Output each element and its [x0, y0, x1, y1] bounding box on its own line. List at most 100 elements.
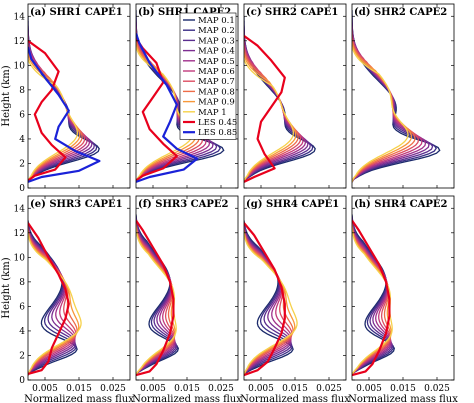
series-group — [244, 220, 298, 377]
series-line-map-0.4 — [352, 218, 393, 376]
series-line-map-0.6 — [244, 227, 292, 376]
series-line-map-1 — [244, 232, 298, 376]
plot-area — [28, 196, 130, 380]
panel-label: (g) — [246, 199, 262, 210]
series-line-les-0.85 — [28, 46, 101, 183]
panel-a: 0 2 4 6 8 10 12 14 (a) SHR1 CAPE1 Height (km) — [1, 3, 131, 194]
series-line-les-0.45 — [28, 222, 70, 375]
legend-entry: MAP 0.8 — [198, 87, 235, 97]
legend-entry: MAP 0.9 — [198, 98, 235, 108]
legend-entry: LES 0.85 — [198, 128, 237, 138]
series-group — [28, 16, 101, 183]
panel-title-text: SHR1 CAPE1 — [49, 7, 122, 18]
series-line-map-0.6 — [28, 227, 76, 376]
x-axis-title: Normalized mass flux — [240, 394, 350, 403]
y-tick-label: 14 — [14, 12, 26, 22]
panel-title-text: SHR3 CAPE2 — [155, 199, 228, 210]
panel-title-text: SHR4 CAPE2 — [374, 199, 447, 210]
panel-title-text: SHR2 CAPE2 — [374, 7, 447, 18]
series-line-map-0.3 — [244, 223, 293, 376]
series-line-map-0.4 — [136, 218, 177, 376]
panel-title: (a) SHR1 CAPE1 — [30, 7, 123, 18]
series-group — [352, 10, 441, 183]
panel-title-text: SHR2 CAPE1 — [265, 7, 338, 18]
series-line-map-0.9 — [244, 231, 296, 376]
panel-label: (a) — [30, 7, 46, 18]
x-tick-label: 0.015 — [66, 384, 92, 394]
y-tick-label: 6 — [19, 110, 25, 120]
series-line-map-0.3 — [28, 223, 77, 376]
x-tick-label: 0.025 — [316, 384, 342, 394]
panel-title-text: SHR1 CAPE2 — [158, 7, 231, 18]
x-tick-label: 0.015 — [390, 384, 416, 394]
panel-label: (h) — [354, 199, 371, 210]
series-group — [136, 10, 225, 183]
series-line-map-0.5 — [136, 219, 176, 376]
series-line-map-0.4 — [28, 224, 76, 376]
legend-box — [179, 12, 237, 140]
series-line-map-0.5 — [28, 225, 76, 376]
series-line-map-0.3 — [136, 217, 177, 376]
panel-d: (d) SHR2 CAPE2 — [351, 3, 455, 189]
series-line-map-0.2 — [352, 215, 394, 376]
plot-area — [244, 196, 346, 380]
y-tick-label: 4 — [19, 135, 25, 145]
plot-area — [28, 4, 130, 188]
y-tick-label: 12 — [14, 37, 25, 47]
x-tick-label: 0.005 — [32, 384, 58, 394]
plot-area — [136, 196, 238, 380]
panel-g: 0.005 0.015 0.025 (g) SHR4 CAPE1 Normalized … — [240, 195, 350, 403]
series-line-map-0.7 — [244, 228, 293, 376]
panel-title: (h) SHR4 CAPE2 — [354, 199, 447, 210]
panel-h: 0.005 0.015 0.025 (h) SHR4 CAPE2 Normalized … — [348, 195, 458, 403]
series-line-map-0.4 — [244, 224, 292, 376]
panel-label: (e) — [30, 199, 46, 210]
y-tick-label: 14 — [14, 204, 26, 214]
panel-e: 0 2 4 6 8 10 12 14 0.005 0.015 0.025 (e) SHR3 CAPE1… — [1, 195, 134, 403]
panel-title-text: SHR4 CAPE1 — [266, 199, 339, 210]
legend-entry: MAP 0.3 — [198, 36, 235, 46]
series-group — [244, 16, 316, 183]
legend-entry: MAP 0.7 — [198, 77, 235, 87]
legend-entry: MAP 0.2 — [198, 26, 235, 36]
series-line-map-0.6 — [352, 221, 392, 376]
series-line-map-1 — [352, 46, 409, 183]
y-tick-label: 8 — [19, 278, 25, 288]
series-line-map-0.1 — [352, 214, 395, 376]
panel-title-text: SHR3 CAPE1 — [49, 199, 122, 210]
panel-title: (e) SHR3 CAPE1 — [30, 199, 123, 210]
y-tick-label: 0 — [19, 184, 25, 194]
y-tick-label: 2 — [19, 351, 25, 361]
series-line-map-0.9 — [28, 231, 80, 376]
series-line-les-0.45 — [136, 219, 175, 377]
series-group — [352, 214, 395, 377]
series-line-map-0.2 — [244, 221, 293, 376]
x-axis-title: Normalized mass flux — [348, 394, 458, 403]
panel-label: (d) — [354, 7, 370, 18]
series-line-map-0.6 — [136, 221, 176, 376]
y-tick-label: 6 — [19, 302, 25, 312]
y-axis-title: Height (km) — [1, 257, 12, 318]
series-line-les-0.45 — [136, 37, 178, 182]
panel-label: (c) — [246, 7, 262, 18]
series-line-map-0.1 — [136, 214, 179, 376]
panel-f: 0.005 0.015 0.025 (f) SHR3 CAPE2 Normalized … — [132, 195, 242, 403]
panel-c: (c) SHR2 CAPE1 — [243, 3, 347, 189]
y-tick-label: 10 — [14, 61, 26, 71]
x-tick-label: 0.005 — [248, 384, 274, 394]
legend-entry: MAP 0.5 — [198, 57, 235, 67]
series-line-map-0.3 — [352, 217, 393, 376]
y-tick-label: 2 — [19, 159, 25, 169]
plot-area — [352, 196, 454, 380]
series-line-map-0.7 — [352, 222, 392, 376]
panel-title: (f) SHR3 CAPE2 — [138, 199, 229, 210]
series-line-map-0.2 — [28, 221, 77, 376]
series-line-map-0.1 — [244, 220, 294, 376]
legend-entry: MAP 0.4 — [198, 47, 235, 57]
series-line-map-0.7 — [136, 222, 176, 376]
legend-entry: MAP 1 — [198, 108, 227, 118]
series-line-map-1 — [244, 58, 295, 183]
legend-entry: MAP 0.6 — [198, 67, 235, 77]
y-tick-label: 10 — [14, 253, 26, 263]
panel-title: (d) SHR2 CAPE2 — [354, 7, 447, 18]
